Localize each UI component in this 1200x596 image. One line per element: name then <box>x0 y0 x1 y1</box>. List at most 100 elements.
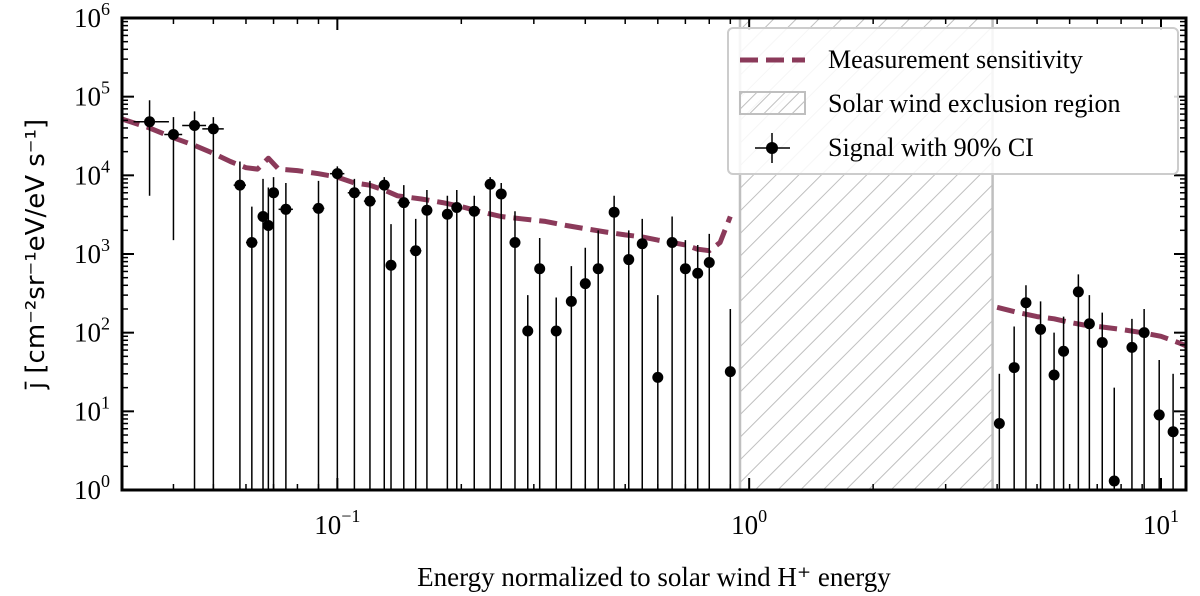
signal-point <box>245 206 258 490</box>
signal-marker <box>724 366 736 378</box>
x-axis-label: Energy normalized to solar wind H⁺ energ… <box>417 562 891 592</box>
signal-marker <box>565 295 577 307</box>
x-tick-labels: 10−1 100 101 <box>314 506 1179 540</box>
signal-marker <box>652 371 664 383</box>
signal-point <box>278 182 293 490</box>
signal-point <box>1058 316 1070 490</box>
signal-point <box>666 216 678 490</box>
signal-marker <box>608 206 620 218</box>
y-tick-label: 101 <box>74 392 110 426</box>
signal-marker <box>522 325 534 337</box>
signal-point <box>468 195 480 490</box>
signal-point <box>724 308 736 490</box>
legend-signal-label: Signal with 90% CI <box>828 133 1034 162</box>
signal-point <box>1008 326 1020 490</box>
signal-marker <box>1058 345 1070 357</box>
signal-marker <box>234 179 246 191</box>
signal-marker <box>1020 297 1032 309</box>
signal-point <box>385 224 397 490</box>
signal-point <box>509 211 521 490</box>
axis-ticks <box>121 17 1186 491</box>
signal-point <box>652 295 664 490</box>
signal-marker <box>579 278 591 290</box>
x-tick-label: 10−1 <box>314 506 360 540</box>
signal-marker <box>703 256 715 268</box>
signal-point <box>679 240 691 490</box>
legend-sensitivity-label: Measurement sensitivity <box>828 45 1083 74</box>
signal-marker <box>550 325 562 337</box>
signal-point <box>1020 285 1032 490</box>
signal-point <box>202 117 224 490</box>
signal-point <box>608 195 620 490</box>
signal-marker <box>410 245 422 257</box>
signal-marker <box>378 179 390 191</box>
y-tick-label: 103 <box>74 235 110 269</box>
signal-marker <box>1008 362 1020 374</box>
signal-point <box>182 111 207 490</box>
signal-marker <box>1167 426 1179 438</box>
signal-points <box>133 100 1179 490</box>
signal-marker <box>993 418 1005 430</box>
signal-point <box>579 247 591 490</box>
signal-point <box>262 187 274 490</box>
signal-marker <box>312 202 324 214</box>
signal-point <box>133 100 169 196</box>
signal-marker <box>385 259 397 271</box>
signal-marker <box>592 263 604 275</box>
y-axis-label: j̄ [cm⁻²sr⁻¹eV/eV s⁻¹] <box>21 119 51 390</box>
signal-marker <box>666 237 678 249</box>
y-tick-label: 102 <box>74 314 110 348</box>
signal-point <box>692 245 704 490</box>
signal-marker <box>167 129 179 141</box>
y-tick-label: 100 <box>74 471 110 505</box>
signal-marker <box>692 267 704 279</box>
legend-exclusion-swatch <box>739 91 806 115</box>
signal-marker <box>348 187 360 199</box>
signal-marker <box>636 238 648 250</box>
signal-point <box>522 295 534 490</box>
signal-marker <box>1153 409 1165 421</box>
legend-box <box>727 27 1179 175</box>
signal-point <box>1108 387 1120 490</box>
signal-point <box>550 297 562 490</box>
signal-point <box>164 117 183 241</box>
signal-point <box>1138 308 1150 490</box>
signal-marker <box>534 263 546 275</box>
signal-point <box>1083 295 1095 490</box>
signal-marker <box>257 210 269 222</box>
signal-marker <box>495 188 507 200</box>
signal-point <box>397 185 410 490</box>
signal-marker <box>623 254 635 266</box>
legend-exclusion-label: Solar wind exclusion region <box>828 89 1120 118</box>
signal-marker <box>246 237 258 249</box>
signal-marker <box>679 263 691 275</box>
signal-marker <box>468 205 480 217</box>
signal-point <box>1072 274 1084 490</box>
signal-point <box>347 178 361 490</box>
signal-point <box>1167 373 1179 490</box>
signal-marker <box>280 203 292 215</box>
signal-point <box>592 230 604 490</box>
signal-point <box>233 161 246 490</box>
signal-marker <box>1072 286 1084 298</box>
signal-point <box>484 177 496 490</box>
signal-point <box>441 195 453 490</box>
signal-marker <box>1138 327 1150 339</box>
y-tick-label: 104 <box>74 156 110 190</box>
x-tick-label: 101 <box>1143 506 1179 540</box>
signal-marker <box>144 116 156 128</box>
signal-point <box>268 177 280 490</box>
signal-point <box>378 177 390 490</box>
signal-point <box>257 178 269 490</box>
signal-marker <box>207 123 219 135</box>
signal-point <box>1048 332 1060 490</box>
signal-point <box>312 180 325 490</box>
signal-marker <box>421 204 433 216</box>
signal-marker <box>509 237 521 249</box>
signal-point <box>1096 312 1108 490</box>
signal-point <box>330 166 345 490</box>
signal-marker <box>451 202 463 214</box>
signal-point <box>1035 301 1047 490</box>
signal-marker <box>331 168 343 180</box>
